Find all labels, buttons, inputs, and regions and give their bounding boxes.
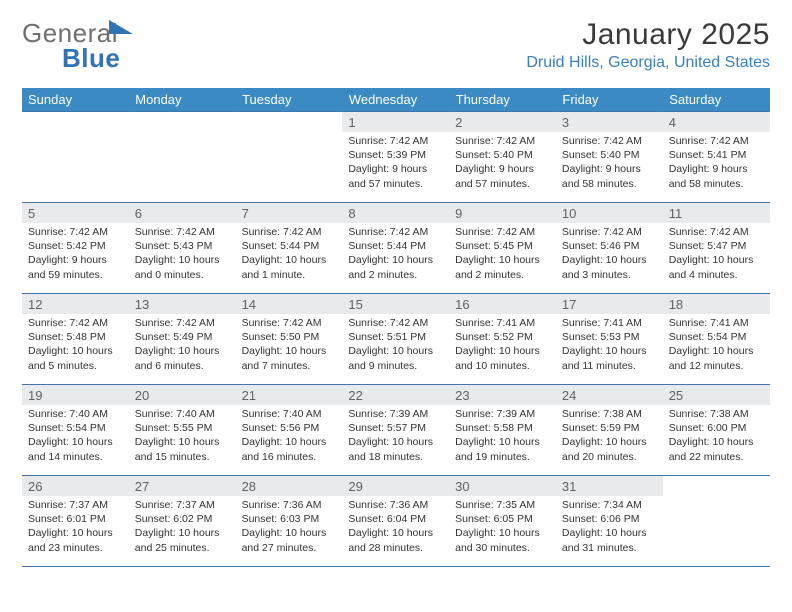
day-content-cell: Sunrise: 7:42 AMSunset: 5:50 PMDaylight:… [236, 314, 343, 385]
day-number-row: 262728293031 [22, 476, 770, 497]
day-number-cell [129, 112, 236, 133]
day-content-cell [663, 496, 770, 567]
day-content-cell: Sunrise: 7:40 AMSunset: 5:56 PMDaylight:… [236, 405, 343, 476]
day-number-cell: 10 [556, 203, 663, 224]
day-number-cell: 27 [129, 476, 236, 497]
day-content-cell [236, 132, 343, 203]
day-number-row: 12131415161718 [22, 294, 770, 315]
weekday-header: Saturday [663, 88, 770, 112]
day-content-cell: Sunrise: 7:42 AMSunset: 5:44 PMDaylight:… [236, 223, 343, 294]
day-content-row: Sunrise: 7:37 AMSunset: 6:01 PMDaylight:… [22, 496, 770, 567]
day-number-cell: 2 [449, 112, 556, 133]
day-content-cell: Sunrise: 7:42 AMSunset: 5:48 PMDaylight:… [22, 314, 129, 385]
day-content-cell: Sunrise: 7:40 AMSunset: 5:54 PMDaylight:… [22, 405, 129, 476]
day-content-cell: Sunrise: 7:35 AMSunset: 6:05 PMDaylight:… [449, 496, 556, 567]
day-content-cell: Sunrise: 7:41 AMSunset: 5:53 PMDaylight:… [556, 314, 663, 385]
day-content-cell: Sunrise: 7:42 AMSunset: 5:47 PMDaylight:… [663, 223, 770, 294]
day-number-cell: 15 [342, 294, 449, 315]
day-content-cell: Sunrise: 7:42 AMSunset: 5:39 PMDaylight:… [342, 132, 449, 203]
logo: General Blue [22, 18, 118, 80]
day-number-row: 19202122232425 [22, 385, 770, 406]
day-content-cell: Sunrise: 7:36 AMSunset: 6:04 PMDaylight:… [342, 496, 449, 567]
day-number-cell [236, 112, 343, 133]
day-number-cell: 24 [556, 385, 663, 406]
day-content-cell: Sunrise: 7:38 AMSunset: 6:00 PMDaylight:… [663, 405, 770, 476]
day-number-row: 567891011 [22, 203, 770, 224]
day-content-cell: Sunrise: 7:40 AMSunset: 5:55 PMDaylight:… [129, 405, 236, 476]
weekday-header: Thursday [449, 88, 556, 112]
calendar-table: Sunday Monday Tuesday Wednesday Thursday… [22, 88, 770, 567]
day-number-cell: 9 [449, 203, 556, 224]
day-number-cell: 13 [129, 294, 236, 315]
location: Druid Hills, Georgia, United States [526, 54, 770, 72]
day-content-cell: Sunrise: 7:42 AMSunset: 5:44 PMDaylight:… [342, 223, 449, 294]
day-content-cell: Sunrise: 7:34 AMSunset: 6:06 PMDaylight:… [556, 496, 663, 567]
day-number-cell: 8 [342, 203, 449, 224]
day-number-cell: 22 [342, 385, 449, 406]
day-content-cell: Sunrise: 7:42 AMSunset: 5:51 PMDaylight:… [342, 314, 449, 385]
day-number-cell: 30 [449, 476, 556, 497]
day-number-cell [22, 112, 129, 133]
day-number-row: 1234 [22, 112, 770, 133]
day-number-cell: 25 [663, 385, 770, 406]
header: General Blue January 2025 Druid Hills, G… [22, 18, 770, 88]
day-content-row: Sunrise: 7:42 AMSunset: 5:48 PMDaylight:… [22, 314, 770, 385]
day-content-cell: Sunrise: 7:37 AMSunset: 6:01 PMDaylight:… [22, 496, 129, 567]
day-content-cell: Sunrise: 7:42 AMSunset: 5:45 PMDaylight:… [449, 223, 556, 294]
day-content-row: Sunrise: 7:42 AMSunset: 5:42 PMDaylight:… [22, 223, 770, 294]
title-block: January 2025 Druid Hills, Georgia, Unite… [526, 18, 770, 72]
weekday-header-row: Sunday Monday Tuesday Wednesday Thursday… [22, 88, 770, 112]
day-number-cell: 26 [22, 476, 129, 497]
day-number-cell: 3 [556, 112, 663, 133]
weekday-header: Wednesday [342, 88, 449, 112]
day-number-cell: 21 [236, 385, 343, 406]
day-number-cell: 12 [22, 294, 129, 315]
day-number-cell [663, 476, 770, 497]
day-content-cell [22, 132, 129, 203]
day-content-row: Sunrise: 7:42 AMSunset: 5:39 PMDaylight:… [22, 132, 770, 203]
day-content-cell: Sunrise: 7:42 AMSunset: 5:46 PMDaylight:… [556, 223, 663, 294]
weekday-header: Friday [556, 88, 663, 112]
weekday-header: Sunday [22, 88, 129, 112]
day-content-cell: Sunrise: 7:42 AMSunset: 5:40 PMDaylight:… [556, 132, 663, 203]
day-number-cell: 7 [236, 203, 343, 224]
weekday-header: Tuesday [236, 88, 343, 112]
day-content-cell: Sunrise: 7:42 AMSunset: 5:49 PMDaylight:… [129, 314, 236, 385]
day-content-cell: Sunrise: 7:37 AMSunset: 6:02 PMDaylight:… [129, 496, 236, 567]
day-number-cell: 16 [449, 294, 556, 315]
calendar-page: General Blue January 2025 Druid Hills, G… [0, 0, 792, 612]
day-number-cell: 5 [22, 203, 129, 224]
day-content-row: Sunrise: 7:40 AMSunset: 5:54 PMDaylight:… [22, 405, 770, 476]
day-content-cell: Sunrise: 7:36 AMSunset: 6:03 PMDaylight:… [236, 496, 343, 567]
day-number-cell: 4 [663, 112, 770, 133]
day-number-cell: 23 [449, 385, 556, 406]
day-content-cell: Sunrise: 7:38 AMSunset: 5:59 PMDaylight:… [556, 405, 663, 476]
month-title: January 2025 [526, 18, 770, 52]
day-content-cell: Sunrise: 7:39 AMSunset: 5:57 PMDaylight:… [342, 405, 449, 476]
day-content-cell: Sunrise: 7:41 AMSunset: 5:52 PMDaylight:… [449, 314, 556, 385]
day-content-cell [129, 132, 236, 203]
day-number-cell: 28 [236, 476, 343, 497]
day-number-cell: 6 [129, 203, 236, 224]
day-content-cell: Sunrise: 7:39 AMSunset: 5:58 PMDaylight:… [449, 405, 556, 476]
day-number-cell: 11 [663, 203, 770, 224]
day-number-cell: 17 [556, 294, 663, 315]
day-number-cell: 20 [129, 385, 236, 406]
day-number-cell: 31 [556, 476, 663, 497]
logo-triangle-icon [109, 20, 133, 34]
day-content-cell: Sunrise: 7:41 AMSunset: 5:54 PMDaylight:… [663, 314, 770, 385]
day-number-cell: 1 [342, 112, 449, 133]
weekday-header: Monday [129, 88, 236, 112]
day-number-cell: 18 [663, 294, 770, 315]
day-content-cell: Sunrise: 7:42 AMSunset: 5:42 PMDaylight:… [22, 223, 129, 294]
day-content-cell: Sunrise: 7:42 AMSunset: 5:43 PMDaylight:… [129, 223, 236, 294]
day-number-cell: 19 [22, 385, 129, 406]
day-content-cell: Sunrise: 7:42 AMSunset: 5:40 PMDaylight:… [449, 132, 556, 203]
day-number-cell: 14 [236, 294, 343, 315]
day-number-cell: 29 [342, 476, 449, 497]
logo-text-2: Blue [62, 43, 120, 73]
day-content-cell: Sunrise: 7:42 AMSunset: 5:41 PMDaylight:… [663, 132, 770, 203]
